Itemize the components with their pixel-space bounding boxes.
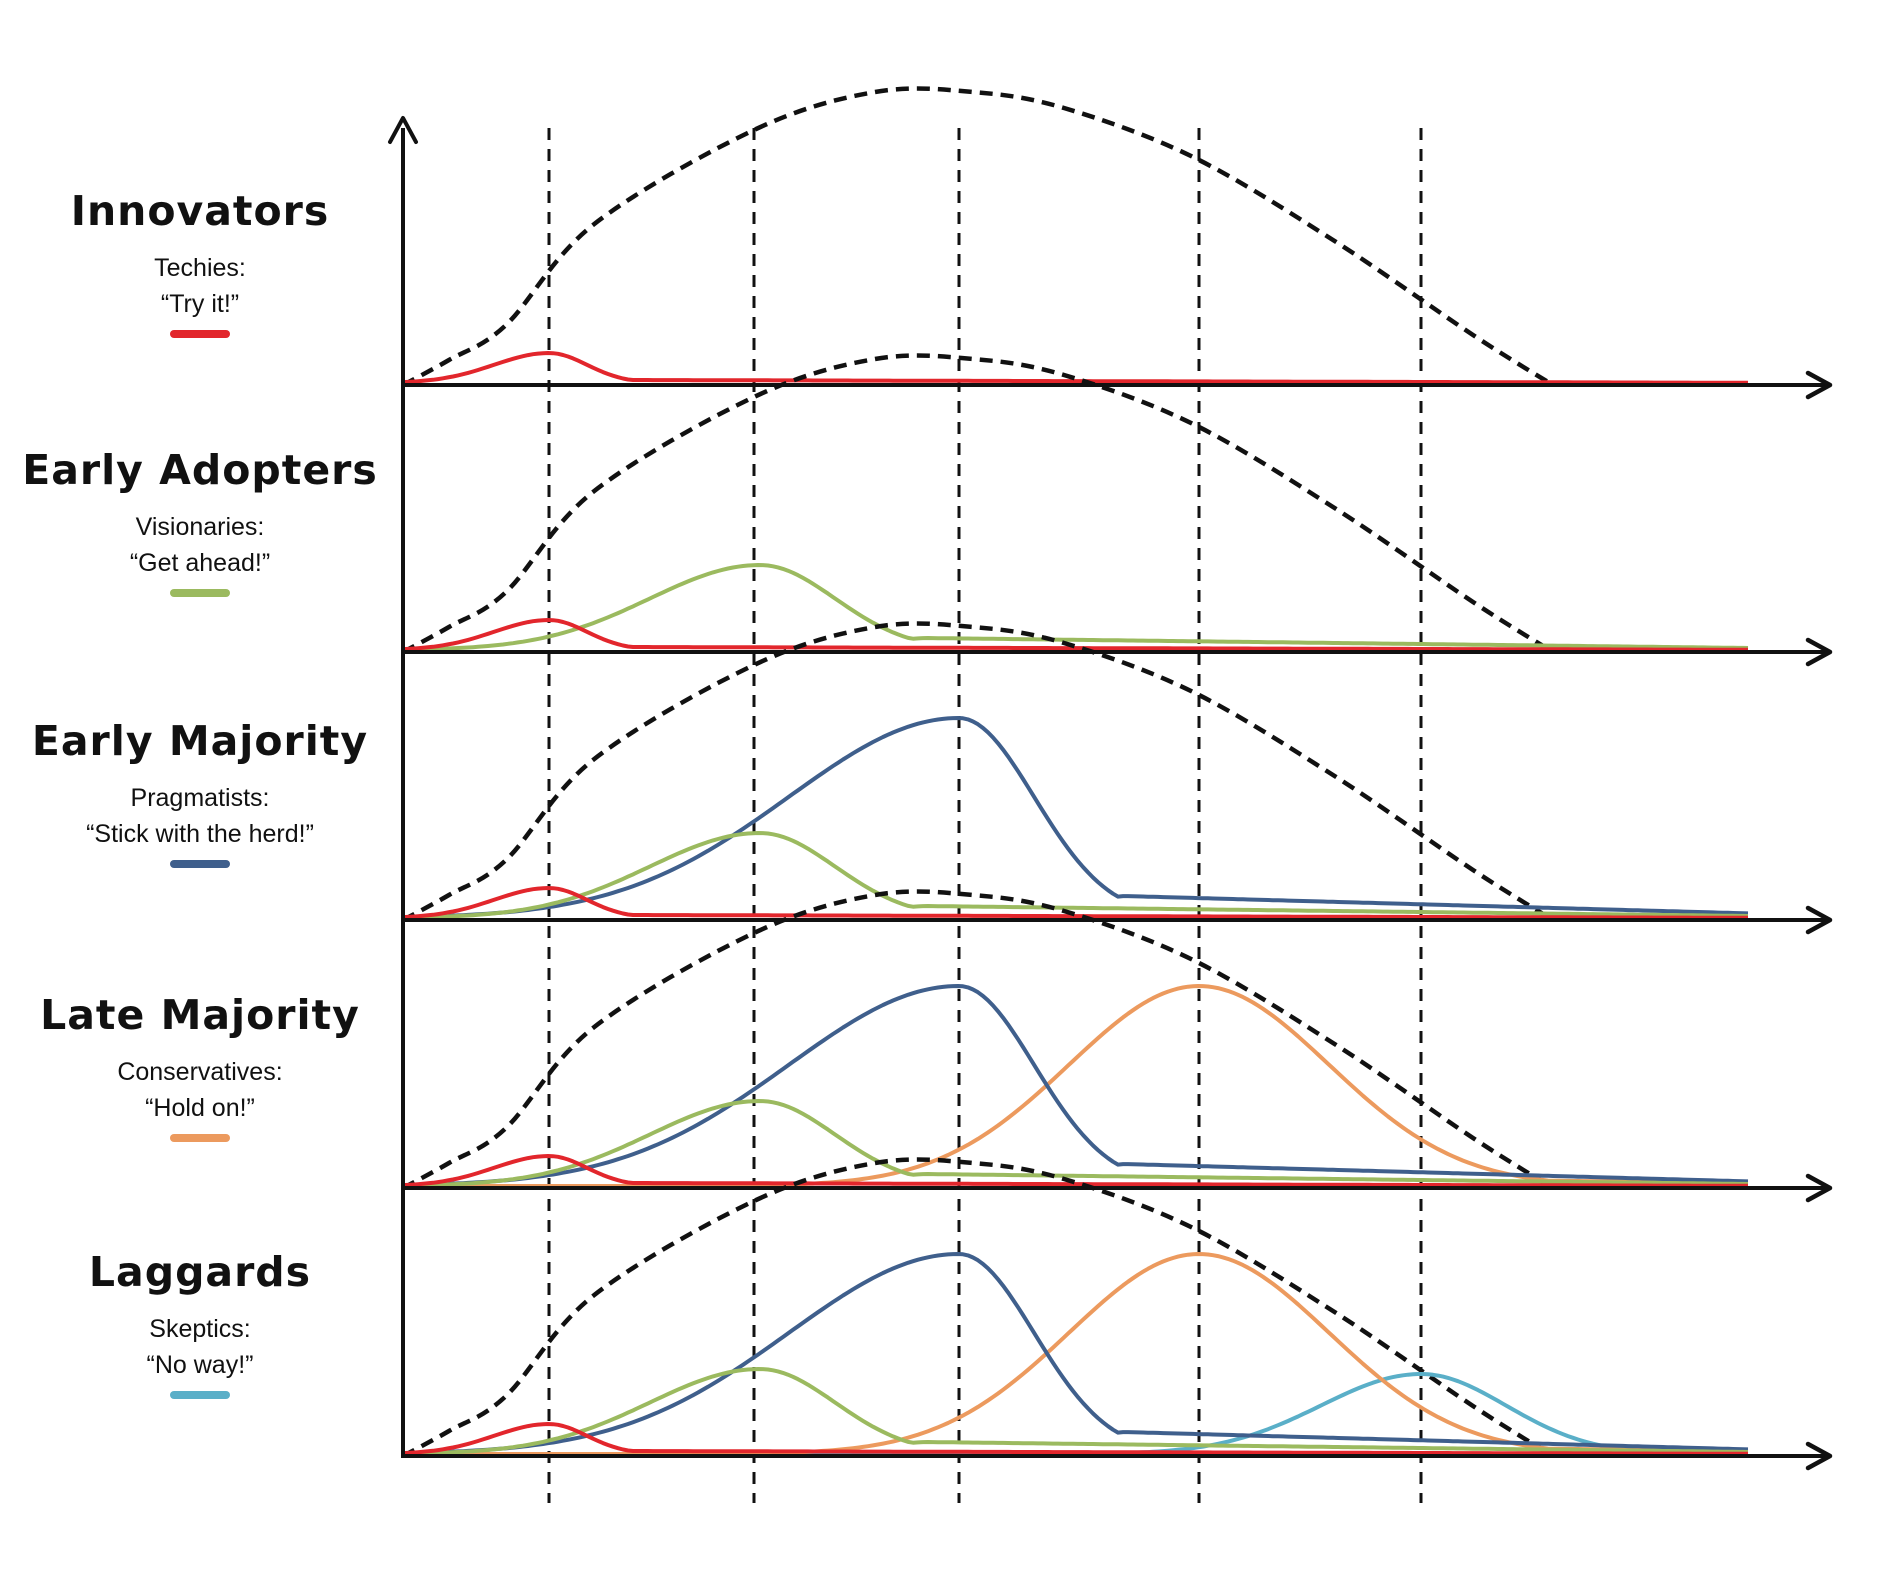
adoption-envelope-curve [401,86,1550,387]
phase-dividers [547,128,1423,1503]
x-axis-arrowhead [1805,370,1833,400]
panel-label-late-majority: Late Majority Conservatives: “Hold on!” [0,995,400,1142]
legend-swatch-late-majority [170,1134,230,1142]
adoption-envelope-curve [401,353,1550,654]
legend-swatch-laggards [170,1391,230,1399]
adoption-envelope-curve [401,889,1550,1190]
x-axis-arrowhead [1805,905,1833,935]
panel-plot-late-majority [401,889,1833,1203]
curve-innovators [402,886,1748,920]
panel-plot-innovators [401,86,1833,400]
panel-label-early-majority: Early Majority Pragmatists: “Stick with … [0,721,400,868]
panel-plot-early-adopters [401,353,1833,667]
curve-early-adopters [402,1099,1749,1188]
x-axis-arrowhead [1805,1441,1833,1471]
panel-title: Laggards [88,1248,312,1296]
panel-quote: “No way!” [146,1351,254,1379]
axes [388,116,418,1458]
curve-early-majority [403,984,1749,1187]
legend-swatch-innovators [170,330,230,338]
x-axis-arrowhead [1805,1173,1833,1203]
curve-early-adopters [402,1367,1749,1456]
adoption-envelope-curve [401,621,1550,922]
adoption-envelope-curve [401,1157,1550,1458]
panel-plot-laggards [401,1157,1833,1471]
curve-innovators [402,351,1748,385]
curve-innovators [402,1422,1748,1456]
panel-quote: “Stick with the herd!” [86,820,314,848]
panel-plot-early-majority [401,621,1833,935]
panel-role: Techies: [154,254,246,282]
curve-innovators [402,618,1748,652]
panel-label-laggards: Laggards Skeptics: “No way!” [0,1252,400,1399]
panel-quote: “Hold on!” [145,1094,255,1122]
panel-title: Early Adopters [22,446,378,494]
panel-label-early-adopters: Early Adopters Visionaries: “Get ahead!” [0,450,400,597]
panel-labels: Innovators Techies: “Try it!” Early Adop… [0,0,400,1587]
curve-innovators [402,1154,1748,1188]
panel-role: Skeptics: [149,1315,251,1343]
x-axis-arrowhead [1805,637,1833,667]
legend-swatch-early-adopters [170,589,230,597]
panel-role: Visionaries: [135,513,265,541]
panel-quote: “Get ahead!” [129,549,271,577]
panel-title: Early Majority [31,717,369,765]
curve-early-adopters [402,563,1749,652]
panel-role: Conservatives: [117,1058,283,1086]
panel-title: Innovators [70,187,330,235]
panel-title: Late Majority [40,991,360,1039]
panel-role: Pragmatists: [130,784,270,812]
curve-early-majority [403,716,1749,919]
curve-early-majority [403,1252,1749,1455]
curve-early-adopters [402,831,1749,920]
panel-quote: “Try it!” [160,290,240,318]
y-axis-arrowhead [388,116,418,144]
legend-swatch-early-majority [170,860,230,868]
panel-label-innovators: Innovators Techies: “Try it!” [0,191,400,338]
panel-plots [401,86,1833,1471]
